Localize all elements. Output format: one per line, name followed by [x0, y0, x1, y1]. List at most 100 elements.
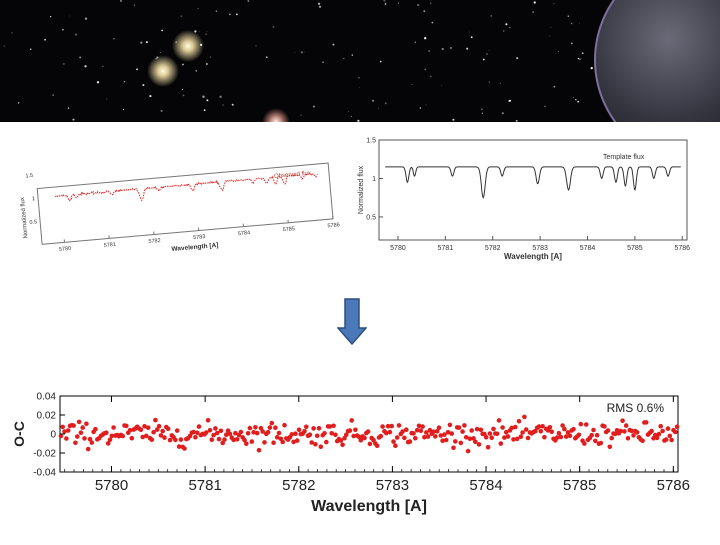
residual-point — [302, 429, 307, 434]
down-arrow-icon — [337, 298, 367, 351]
residual-x-tick-label: 5782 — [282, 477, 315, 494]
background-star — [372, 100, 374, 102]
background-star — [182, 64, 184, 66]
background-star — [68, 107, 69, 108]
residual-point — [402, 436, 407, 441]
background-star — [568, 15, 570, 17]
residual-point — [317, 426, 322, 431]
residual-point — [206, 418, 211, 423]
background-star — [442, 48, 444, 50]
residual-point — [419, 428, 424, 433]
background-star — [266, 56, 268, 58]
residual-y-tick-label: 0.04 — [37, 392, 57, 403]
background-star — [502, 112, 504, 114]
residual-point — [579, 422, 584, 427]
residual-point — [460, 429, 465, 434]
residual-point — [622, 429, 627, 434]
residual-point — [500, 425, 505, 430]
residual-point — [451, 446, 456, 451]
residual-point — [182, 446, 187, 451]
background-star — [358, 77, 360, 79]
residual-point — [620, 418, 625, 423]
background-star — [11, 32, 12, 33]
residual-point — [526, 436, 531, 441]
residual-point — [606, 428, 611, 433]
residual-point — [495, 432, 500, 437]
residual-point — [293, 431, 298, 436]
residual-point — [673, 430, 678, 435]
background-star — [210, 57, 211, 58]
residual-point — [668, 434, 673, 439]
residual-point — [71, 423, 76, 428]
background-star — [219, 96, 221, 98]
residual-point — [217, 437, 222, 442]
background-star — [423, 10, 425, 12]
residual-point — [462, 423, 467, 428]
residual-x-tick-label: 5780 — [95, 477, 128, 494]
background-star — [301, 51, 303, 53]
residual-point — [602, 424, 607, 429]
residual-point — [522, 415, 527, 420]
background-star — [509, 100, 511, 102]
background-star — [232, 104, 234, 106]
residual-point — [262, 440, 267, 445]
residual-point — [60, 425, 65, 430]
residual-point — [315, 434, 320, 439]
residual-point — [649, 429, 654, 434]
residual-point — [104, 430, 109, 435]
residual-point — [362, 436, 367, 441]
residual-point — [520, 430, 525, 435]
residual-point — [449, 431, 454, 436]
background-star — [351, 116, 352, 117]
residual-point — [404, 427, 409, 432]
background-star — [516, 57, 518, 59]
background-star — [582, 52, 584, 54]
background-star — [489, 82, 490, 83]
residual-point — [395, 435, 400, 440]
residual-point — [477, 442, 482, 447]
background-star — [198, 8, 199, 9]
background-star — [182, 89, 183, 90]
residual-point — [624, 423, 629, 428]
background-star — [304, 52, 305, 53]
background-star — [483, 59, 485, 61]
background-star — [75, 34, 77, 36]
residual-point — [591, 428, 596, 433]
residual-point — [413, 436, 418, 441]
background-star — [534, 1, 536, 3]
planet — [595, 0, 720, 122]
background-star — [385, 3, 387, 5]
background-star — [124, 81, 125, 82]
residual-point — [389, 424, 394, 429]
residual-point — [366, 429, 371, 434]
residual-point — [457, 425, 462, 430]
residual-point — [297, 428, 302, 433]
background-star — [550, 27, 551, 28]
observed-x-tick-label: 5780 — [59, 246, 72, 253]
residual-point — [539, 429, 544, 434]
background-star — [441, 85, 442, 86]
background-star — [229, 13, 231, 15]
residual-point — [64, 436, 69, 441]
observed-y-tick-label: 1.5 — [25, 173, 33, 180]
residual-point — [208, 428, 213, 433]
background-star — [50, 16, 51, 17]
background-star — [490, 15, 492, 17]
residual-point — [84, 422, 89, 427]
background-star — [273, 26, 275, 28]
background-star — [161, 30, 163, 32]
residual-point — [244, 441, 249, 446]
residual-point — [599, 441, 604, 446]
residual-point — [499, 441, 504, 446]
residual-point — [86, 447, 91, 452]
residual-y-tick-label: -0.02 — [33, 449, 56, 460]
residual-point — [166, 427, 171, 432]
residual-point — [595, 433, 600, 438]
residual-point — [179, 437, 184, 442]
residual-point — [380, 424, 385, 429]
observed-x-tick-label: 5784 — [238, 230, 251, 237]
residual-point — [631, 433, 636, 438]
residual-point — [391, 439, 396, 444]
residual-point — [444, 438, 449, 443]
